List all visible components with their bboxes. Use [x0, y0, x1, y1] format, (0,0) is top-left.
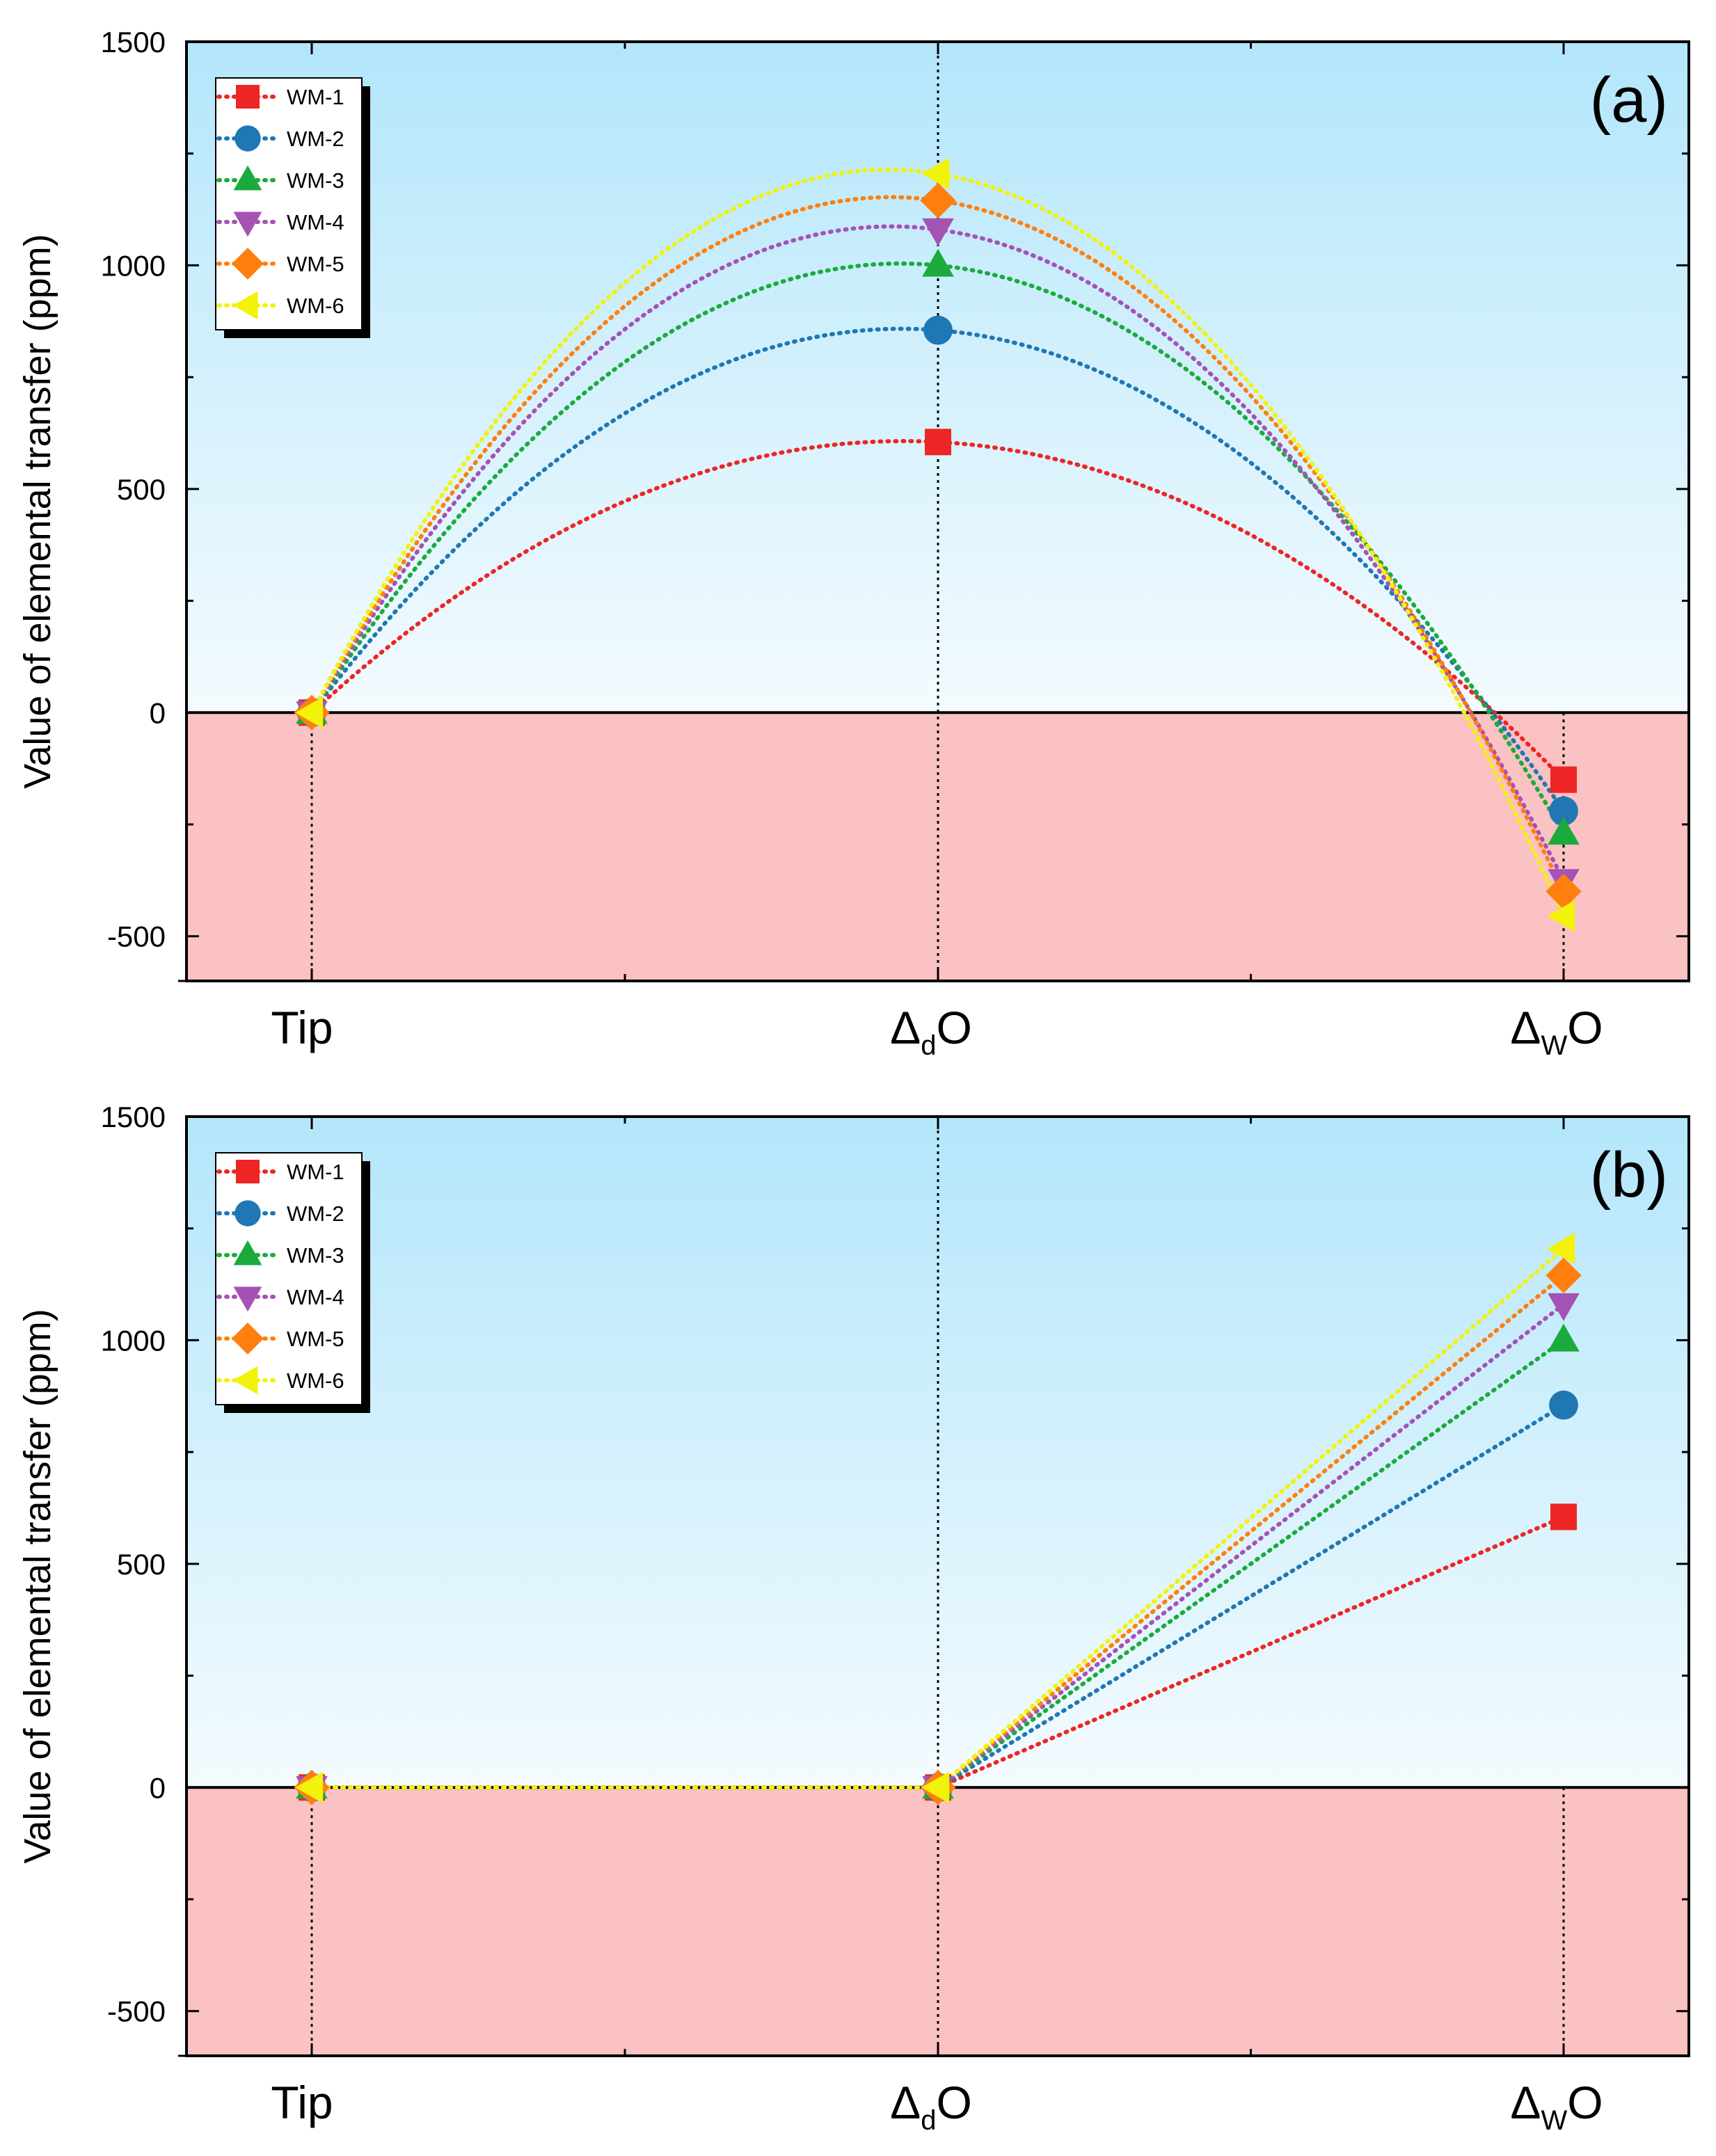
- legend-marker-wm-2: [235, 1200, 261, 1227]
- data-point-wm-6: [921, 1771, 950, 1804]
- y-axis-title: Value of elemental transfer (ppm): [17, 1309, 58, 1863]
- data-point-wm-1: [925, 429, 951, 456]
- legend-label-wm-6: WM-6: [287, 1368, 344, 1393]
- legend-label-wm-2: WM-2: [287, 127, 344, 151]
- y-tick-label: 1000: [101, 249, 166, 282]
- x-category-tail: O: [1567, 1002, 1603, 1053]
- series-line-wm-6: [310, 167, 1566, 918]
- x-category-subscript: d: [921, 1030, 936, 1061]
- x-category-subscript: d: [921, 2105, 936, 2136]
- x-category-label: Tip: [271, 2077, 333, 2128]
- legend-label-wm-1: WM-1: [287, 85, 344, 109]
- data-point-wm-2: [1549, 796, 1578, 826]
- data-point-wm-2: [923, 315, 953, 345]
- panel-label: (a): [1590, 65, 1668, 136]
- x-category-subscript: W: [1541, 2105, 1567, 2136]
- data-point-wm-4: [1548, 1293, 1580, 1321]
- y-axis-title: Value of elemental transfer (ppm): [17, 234, 58, 788]
- legend-label-wm-5: WM-5: [287, 252, 344, 276]
- legend-box: [215, 1152, 363, 1405]
- data-point-wm-5: [1546, 1257, 1582, 1293]
- panel-label: (b): [1590, 1140, 1668, 1211]
- data-point-wm-6: [295, 696, 324, 729]
- x-category-main: Δ: [1510, 1002, 1541, 1053]
- y-tick-label: 500: [117, 473, 166, 506]
- legend-marker-wm-1: [236, 1160, 260, 1183]
- y-tick-label: -500: [107, 920, 166, 953]
- negative-region: [186, 712, 1689, 981]
- x-category-main: Δ: [1510, 2077, 1541, 2128]
- y-tick-label: 500: [117, 1548, 166, 1581]
- y-axis: -500 0 500 1000 1500: [101, 1101, 1689, 2057]
- data-point-wm-2: [1549, 1390, 1578, 1420]
- data-point-wm-3: [1548, 817, 1580, 845]
- legend-label-wm-3: WM-3: [287, 168, 344, 193]
- legend: WM-1 WM-2 WM-3 WM-4 WM-5 WM-6: [215, 1152, 370, 1413]
- data-point-wm-1: [1550, 1503, 1577, 1531]
- y-tick-label: 0: [150, 1771, 166, 1804]
- series-markers: [294, 157, 1582, 932]
- y-axis: -500 0 500 1000 1500: [101, 26, 1689, 982]
- x-category-tail: O: [1567, 2077, 1603, 2128]
- legend-label-wm-4: WM-4: [287, 1285, 344, 1309]
- series-markers: [294, 1232, 1582, 1805]
- data-point-wm-5: [1546, 873, 1582, 910]
- x-axis: Tip ΔdO ΔWO: [271, 1117, 1603, 2136]
- legend-label-wm-1: WM-1: [287, 1160, 344, 1184]
- x-category-tail: O: [937, 2077, 972, 2128]
- legend-label-wm-5: WM-5: [287, 1327, 344, 1351]
- x-category-main: Δ: [890, 2077, 921, 2128]
- x-category-main: Tip: [271, 1002, 333, 1053]
- x-axis: Tip ΔdO ΔWO: [271, 42, 1603, 1061]
- x-category-main: Δ: [890, 1002, 921, 1053]
- data-point-wm-3: [1548, 1323, 1580, 1352]
- legend-label-wm-2: WM-2: [287, 1201, 344, 1226]
- legend-box: [215, 77, 363, 330]
- legend-label-wm-6: WM-6: [287, 294, 344, 318]
- data-point-wm-6: [295, 1771, 324, 1804]
- negative-region: [186, 1787, 1689, 2056]
- legend-label-wm-4: WM-4: [287, 210, 344, 234]
- y-tick-label: 1500: [101, 26, 166, 58]
- x-category-label: Tip: [271, 1002, 333, 1053]
- data-point-wm-5: [920, 182, 956, 218]
- series-line-wm-1: [310, 438, 1566, 782]
- legend-marker-wm-5: [232, 248, 264, 280]
- data-point-wm-6: [1547, 1232, 1575, 1265]
- legend-marker-wm-6: [232, 1366, 258, 1395]
- x-category-tail: O: [937, 1002, 972, 1053]
- legend-marker-wm-1: [236, 85, 260, 109]
- legend-marker-wm-3: [233, 1240, 262, 1265]
- y-tick-label: -500: [107, 1995, 166, 2028]
- legend: WM-1 WM-2 WM-3 WM-4 WM-5 WM-6: [215, 77, 370, 338]
- data-point-wm-3: [922, 248, 954, 277]
- x-category-main: Tip: [271, 2077, 333, 2128]
- legend-label-wm-3: WM-3: [287, 1243, 344, 1268]
- data-point-wm-4: [922, 218, 954, 246]
- legend-marker-wm-5: [232, 1323, 264, 1355]
- x-category-label: ΔWO: [1510, 1002, 1603, 1061]
- data-point-wm-6: [1547, 900, 1575, 932]
- y-tick-label: 1500: [101, 1101, 166, 1133]
- legend-marker-wm-6: [232, 291, 258, 320]
- x-category-label: ΔdO: [890, 2077, 972, 2136]
- x-category-label: ΔWO: [1510, 2077, 1603, 2136]
- legend-marker-wm-4: [233, 211, 262, 237]
- y-tick-label: 1000: [101, 1324, 166, 1357]
- legend-marker-wm-4: [233, 1286, 262, 1312]
- legend-marker-wm-3: [233, 165, 262, 191]
- data-point-wm-6: [921, 157, 950, 190]
- x-category-label: ΔdO: [890, 1002, 972, 1061]
- x-category-subscript: W: [1541, 1030, 1567, 1061]
- y-tick-label: 0: [150, 696, 166, 729]
- series-line-wm-3: [310, 261, 1566, 836]
- data-point-wm-1: [1550, 766, 1577, 793]
- legend-marker-wm-2: [235, 125, 261, 152]
